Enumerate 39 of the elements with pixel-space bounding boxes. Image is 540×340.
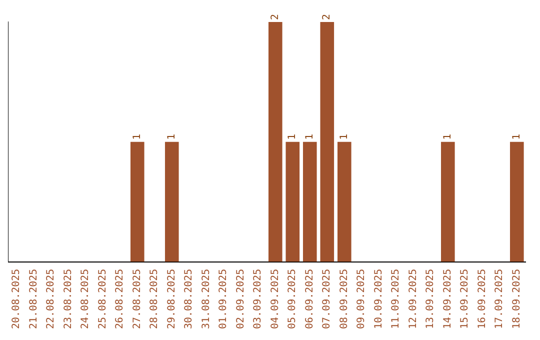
x-tick-label: 21.08.2025	[28, 268, 40, 330]
data-label: 1	[287, 134, 298, 140]
x-tick-label: 01.09.2025	[218, 268, 230, 330]
x-tick-label: 30.08.2025	[184, 268, 195, 330]
data-label: 1	[511, 134, 522, 140]
x-tick-label: 27.08.2025	[132, 268, 143, 330]
x-tick-label: 08.09.2025	[338, 268, 350, 330]
data-label: 1	[304, 134, 316, 140]
x-tick-label: 16.09.2025	[476, 268, 488, 330]
x-tick-label: 13.09.2025	[425, 268, 436, 330]
x-tick-label: 26.08.2025	[114, 268, 126, 330]
x-tick-label: 03.09.2025	[252, 268, 264, 330]
x-tick-label: 18.09.2025	[511, 268, 522, 330]
data-label: 1	[166, 134, 178, 140]
data-label: 1	[338, 134, 350, 140]
x-tick-label: 04.09.2025	[270, 268, 281, 330]
x-tick-label: 07.09.2025	[322, 268, 333, 330]
x-tick-label: 15.09.2025	[460, 268, 471, 330]
data-label: 2	[322, 14, 333, 20]
x-tick-label: 22.08.2025	[46, 268, 57, 330]
x-tick-label: 28.08.2025	[149, 268, 160, 330]
x-tick-label: 02.09.2025	[235, 268, 246, 330]
x-tick-label: 23.08.2025	[62, 268, 74, 330]
x-tick-label: 31.08.2025	[200, 268, 212, 330]
x-tick-label: 05.09.2025	[287, 268, 298, 330]
x-tick-label: 20.08.2025	[11, 268, 22, 330]
x-tick-label: 09.09.2025	[356, 268, 368, 330]
x-tick-label: 29.08.2025	[166, 268, 178, 330]
x-tick-label: 14.09.2025	[442, 268, 454, 330]
x-tick-label: 06.09.2025	[304, 268, 316, 330]
data-label: 2	[270, 14, 281, 20]
data-label: 1	[442, 134, 454, 140]
data-label: 1	[132, 134, 143, 140]
x-tick-label: 25.08.2025	[97, 268, 108, 330]
x-tick-label: 17.09.2025	[494, 268, 506, 330]
x-tick-label: 24.08.2025	[80, 268, 92, 330]
x-tick-label: 11.09.2025	[390, 268, 402, 330]
x-tick-label: 10.09.2025	[373, 268, 384, 330]
x-tick-label: 12.09.2025	[408, 268, 419, 330]
